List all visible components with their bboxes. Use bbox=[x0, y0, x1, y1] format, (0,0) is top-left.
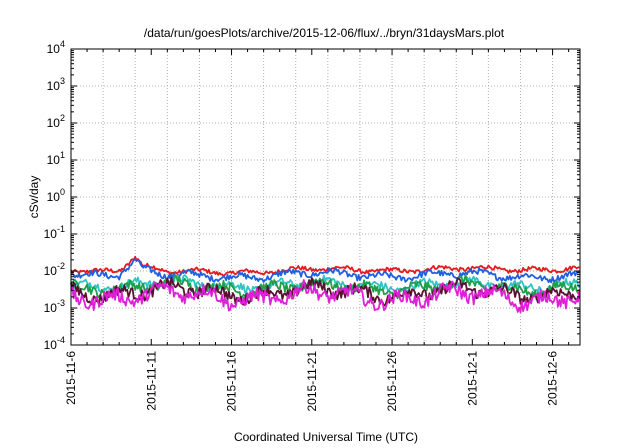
x-tick-label: 2015-11-21 bbox=[305, 351, 319, 412]
x-tick-label: 2015-12-1 bbox=[465, 351, 479, 406]
y-tick-label: 10-3 bbox=[44, 298, 65, 315]
series-group bbox=[70, 255, 581, 314]
y-tick-label: 10-2 bbox=[44, 261, 65, 278]
x-axis-label: Coordinated Universal Time (UTC) bbox=[234, 430, 418, 444]
y-tick-label: 104 bbox=[47, 39, 65, 56]
y-tick-label: 10-1 bbox=[44, 224, 65, 241]
y-tick-label: 102 bbox=[47, 113, 65, 130]
series-line bbox=[70, 255, 580, 278]
series-line bbox=[70, 258, 581, 284]
x-tick-label: 2015-11-26 bbox=[385, 351, 399, 412]
x-ticks: 2015-11-6 2015-11-11 2015-11-16 2015-11-21 2… bbox=[64, 49, 570, 412]
x-tick-label: 2015-11-6 bbox=[64, 351, 78, 405]
y-tick-label: 100 bbox=[47, 187, 65, 204]
y-axis-label: cSv/day bbox=[27, 176, 41, 219]
y-tick-label: 101 bbox=[47, 150, 65, 167]
y-tick-label: 103 bbox=[47, 76, 65, 93]
chart-title: /data/run/goesPlots/archive/2015-12-06/f… bbox=[144, 26, 505, 40]
y-ticks: 104 103 102 101 100 10-1 10-2 10-3 10-4 bbox=[44, 39, 580, 352]
y-tick-label: 10-4 bbox=[44, 335, 65, 352]
x-tick-label: 2015-11-11 bbox=[144, 351, 158, 411]
x-tick-label: 2015-11-16 bbox=[225, 351, 239, 412]
series-line bbox=[70, 279, 581, 314]
x-tick-label: 2015-12-6 bbox=[546, 351, 560, 406]
